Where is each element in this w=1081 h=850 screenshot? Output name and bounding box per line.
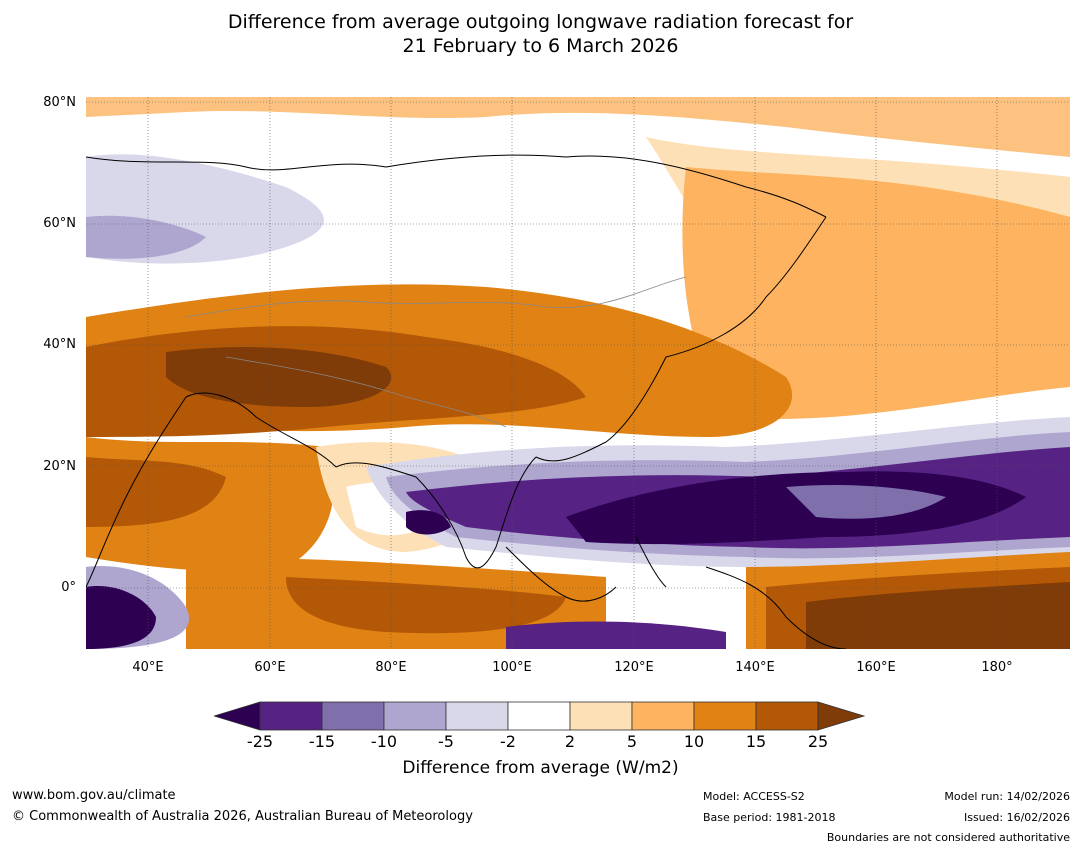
footer-disclaimer: Boundaries are not considered authoritat… xyxy=(826,831,1070,844)
title-line-1: Difference from average outgoing longwav… xyxy=(227,11,854,33)
footer-model-run: Model run: 14/02/2026 xyxy=(944,790,1070,803)
lon-label-180: 180° xyxy=(981,660,1013,675)
colorbar-tick: -5 xyxy=(438,732,454,751)
lon-label-120e: 120°E xyxy=(614,660,654,675)
colorbar-tick: 10 xyxy=(683,732,705,751)
lon-label-40e: 40°E xyxy=(132,660,164,675)
colorbar-tick: 5 xyxy=(626,732,638,751)
colorbar-tick: -10 xyxy=(370,732,398,751)
lat-label-80n: 80°N xyxy=(43,95,76,110)
lon-label-100e: 100°E xyxy=(492,660,532,675)
colorbar-extend-above xyxy=(817,701,866,731)
colorbar-segment-2 xyxy=(321,701,385,731)
lon-label-80e: 80°E xyxy=(375,660,407,675)
lat-label-0: 0° xyxy=(61,580,76,595)
lat-label-60n: 60°N xyxy=(43,216,76,231)
anomaly-map xyxy=(86,97,1070,649)
colorbar-segment-5 xyxy=(507,701,571,731)
chart-title: Difference from average outgoing longwav… xyxy=(0,10,1081,58)
title-line-2: 21 February to 6 March 2026 xyxy=(402,35,679,57)
colorbar-tick: -15 xyxy=(308,732,336,751)
colorbar-tick: -25 xyxy=(246,732,274,751)
colorbar-label: Difference from average (W/m2) xyxy=(402,758,679,778)
footer-model: Model: ACCESS-S2 xyxy=(703,790,805,803)
colorbar-tick: -2 xyxy=(500,732,516,751)
colorbar-segment-3 xyxy=(383,701,447,731)
colorbar-segment-7 xyxy=(631,701,695,731)
colorbar-segment-4 xyxy=(445,701,509,731)
colorbar-segment-1 xyxy=(259,701,323,731)
colorbar-extend-below xyxy=(214,701,261,731)
footer-copyright: © Commonwealth of Australia 2026, Austra… xyxy=(12,809,473,824)
footer-issued: Issued: 16/02/2026 xyxy=(963,811,1070,824)
lon-label-140e: 140°E xyxy=(735,660,775,675)
footer-website: www.bom.gov.au/climate xyxy=(12,788,176,803)
lon-label-60e: 60°E xyxy=(254,660,286,675)
lat-label-20n: 20°N xyxy=(43,459,76,474)
footer-base-period: Base period: 1981-2018 xyxy=(703,811,836,824)
lon-label-160e: 160°E xyxy=(856,660,896,675)
colorbar-tick: 2 xyxy=(564,732,576,751)
colorbar-segment-8 xyxy=(693,701,757,731)
map-svg xyxy=(86,97,1070,649)
colorbar-segment-9 xyxy=(755,701,819,731)
lat-label-40n: 40°N xyxy=(43,337,76,352)
colorbar-tick: 25 xyxy=(807,732,829,751)
colorbar xyxy=(214,701,866,731)
colorbar-segment-6 xyxy=(569,701,633,731)
colorbar-tick: 15 xyxy=(745,732,767,751)
